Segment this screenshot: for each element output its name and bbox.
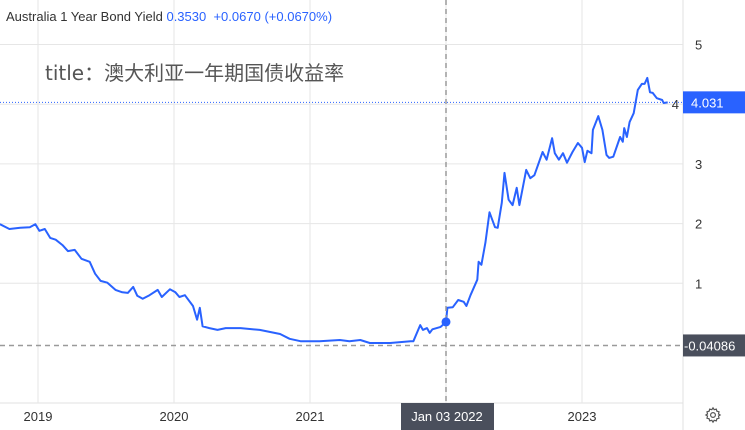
series-line: [0, 76, 668, 344]
y-tick-label: 2: [695, 217, 702, 232]
x-tick-label: 2019: [24, 409, 53, 424]
x-tick-label: 2023: [568, 409, 597, 424]
y-tick-label: 3: [695, 157, 702, 172]
legend-symbol: Australia 1 Year Bond Yield: [6, 9, 163, 24]
crosshair-x-label: Jan 03 2022: [411, 409, 483, 424]
crosshair-y-label: -0.04086: [684, 338, 735, 353]
legend-change: +0.0670: [213, 9, 261, 24]
y-tick-label: 1: [695, 276, 702, 291]
gear-icon[interactable]: [704, 406, 722, 424]
crosshair-y-badge: [683, 334, 745, 357]
crosshair-x-badge: [401, 403, 494, 430]
y-tick-label: 5: [695, 38, 702, 53]
legend: Australia 1 Year Bond Yield 0.3530 +0.06…: [6, 9, 332, 24]
y-tick-label: 4: [672, 97, 679, 112]
crosshair-point: [441, 317, 451, 327]
legend-last-value: 0.3530: [166, 9, 207, 24]
legend-change-pct: (+0.0670%): [264, 9, 333, 24]
last-price-badge: [683, 91, 745, 114]
x-tick-label: 2020: [160, 409, 189, 424]
last-price-label: 4.031: [691, 95, 724, 110]
x-tick-label: 2021: [296, 409, 325, 424]
chart-annotation: title：澳大利亚一年期国债收益率: [45, 61, 345, 85]
